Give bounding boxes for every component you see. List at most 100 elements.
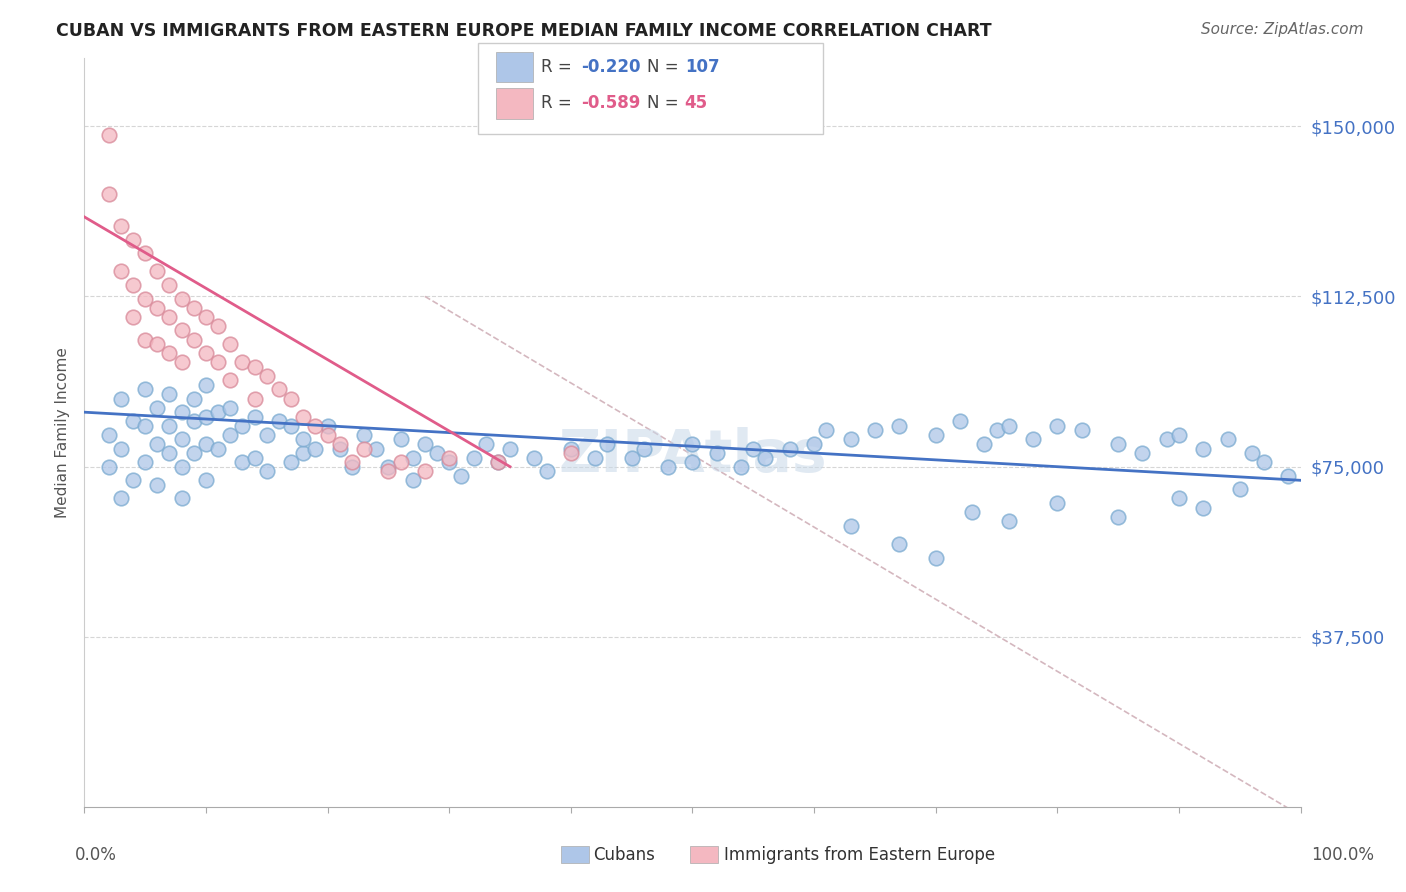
Point [1253,455,1275,469]
Point [1277,468,1299,483]
Point [803,437,825,451]
Point [754,450,776,465]
Point [219,428,242,442]
Point [194,437,218,451]
Text: Cubans: Cubans [593,846,655,863]
Point [1156,433,1178,447]
Point [134,292,156,306]
Text: R =: R = [541,58,578,76]
Y-axis label: Median Family Income: Median Family Income [55,347,70,518]
Point [122,310,145,324]
Point [207,318,229,333]
Point [1107,437,1129,451]
Point [682,455,704,469]
Point [146,264,169,278]
Point [997,514,1019,528]
Point [1046,418,1069,433]
Point [97,187,120,202]
Text: 0.0%: 0.0% [75,846,117,863]
Point [134,333,156,347]
Point [389,455,412,469]
Text: ZIPAtlas: ZIPAtlas [558,426,827,483]
Text: -0.220: -0.220 [581,58,640,76]
Point [1107,509,1129,524]
Point [536,464,558,478]
Point [292,409,315,424]
Point [1240,446,1263,460]
Point [256,368,278,383]
Point [889,418,911,433]
Point [134,418,156,433]
Point [779,442,801,456]
Point [839,433,862,447]
Point [1192,500,1215,515]
Point [353,428,375,442]
Point [682,437,704,451]
Point [949,414,972,428]
Point [183,446,205,460]
Text: 45: 45 [685,95,707,112]
Point [292,433,315,447]
Point [366,442,388,456]
Point [122,473,145,487]
Point [426,446,449,460]
Point [280,392,302,406]
Point [316,428,339,442]
Point [815,423,838,437]
Point [159,418,181,433]
Point [486,455,509,469]
Point [159,310,181,324]
Point [292,446,315,460]
Point [231,355,253,369]
Point [450,468,472,483]
Point [243,392,266,406]
Point [742,442,765,456]
Point [110,442,132,456]
Point [134,455,156,469]
Point [439,455,461,469]
Point [231,455,253,469]
Point [159,446,181,460]
Point [1022,433,1045,447]
Point [194,378,218,392]
Point [170,459,193,474]
Point [256,464,278,478]
Point [402,450,425,465]
Point [170,292,193,306]
Point [657,459,679,474]
Text: CUBAN VS IMMIGRANTS FROM EASTERN EUROPE MEDIAN FAMILY INCOME CORRELATION CHART: CUBAN VS IMMIGRANTS FROM EASTERN EUROPE … [56,22,991,40]
Point [267,414,290,428]
Point [146,478,169,492]
Point [194,310,218,324]
Point [973,437,995,451]
Point [280,418,302,433]
Point [267,383,290,397]
Point [134,383,156,397]
Point [633,442,655,456]
Point [1229,483,1251,497]
Point [146,301,169,315]
Text: 107: 107 [685,58,720,76]
Point [146,337,169,351]
Point [207,355,229,369]
Text: N =: N = [647,95,683,112]
Point [389,433,412,447]
Point [110,219,132,233]
Point [110,264,132,278]
Point [925,550,948,565]
Point [523,450,546,465]
Point [1070,423,1092,437]
Point [329,437,352,451]
Point [1192,442,1215,456]
Point [183,301,205,315]
Point [402,473,425,487]
Point [219,337,242,351]
Point [194,346,218,360]
Point [377,464,399,478]
Point [207,405,229,419]
Point [1216,433,1239,447]
Point [486,455,509,469]
Point [170,323,193,337]
Point [413,464,436,478]
Point [377,459,399,474]
